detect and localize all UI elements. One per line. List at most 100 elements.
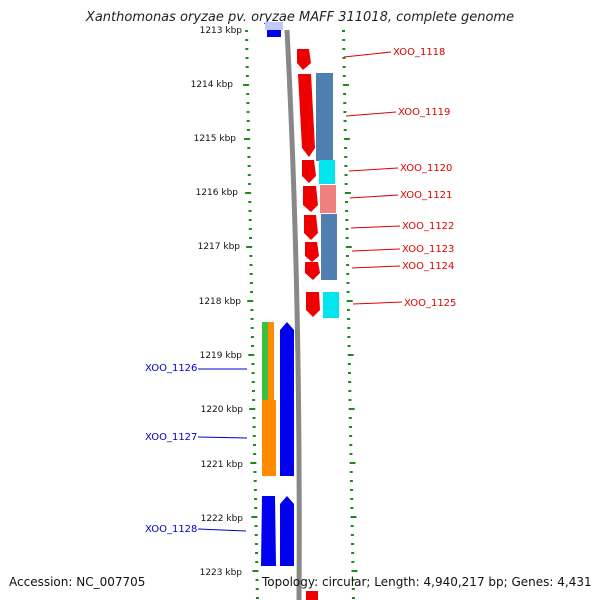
tick-mark <box>346 273 350 275</box>
tick-mark <box>345 219 349 221</box>
genome-backbone <box>284 29 302 600</box>
tick-mark <box>342 75 346 77</box>
gene-label-xoo-1124[interactable]: XOO_1124 <box>402 261 454 272</box>
tick-mark <box>251 381 255 383</box>
tick-mark <box>245 30 248 32</box>
tick-mark <box>254 507 258 509</box>
tick-mark <box>345 210 349 212</box>
left-gene-labels: XOO_1126 XOO_1127 XOO_1128 <box>145 363 248 535</box>
tick-mark <box>245 66 249 68</box>
tick-mark <box>342 39 346 41</box>
tick-mark <box>254 534 258 536</box>
tick-mark <box>344 183 348 185</box>
gene-blue-upper[interactable] <box>280 322 294 476</box>
tick-mark <box>254 543 258 545</box>
tick-mark <box>350 507 354 509</box>
tick-mark <box>350 525 354 527</box>
tick-mark <box>247 147 251 149</box>
tick-mark <box>245 48 249 50</box>
gene-label-xoo-1127[interactable]: XOO_1127 <box>145 432 197 443</box>
tick-mark <box>347 318 351 320</box>
gene-blue-lower-right[interactable] <box>280 496 294 566</box>
tick-mark <box>344 192 351 194</box>
gene-green-segment <box>262 322 269 400</box>
tick-mark <box>349 480 353 482</box>
gene-xoo-1119[interactable] <box>298 74 315 157</box>
genome-info-text: Topology: circular; Length: 4,940,217 bp… <box>262 575 592 589</box>
tick-mark <box>246 129 250 131</box>
tick-mark <box>348 399 352 401</box>
tick-mark <box>345 228 349 230</box>
tick-mark <box>348 390 352 392</box>
gene-orange-segment <box>268 322 274 400</box>
tick-mark <box>350 516 357 518</box>
tick-mark <box>248 210 252 212</box>
tick-mark <box>252 399 256 401</box>
tick-mark <box>348 417 352 419</box>
gene-xoo-1121[interactable] <box>303 186 318 212</box>
tick-mark <box>343 120 347 122</box>
tick-mark <box>247 300 254 302</box>
tick-mark <box>345 255 349 257</box>
gene-label-xoo-1121[interactable]: XOO_1121 <box>400 190 452 201</box>
tick-mark <box>351 543 354 545</box>
gene-label-xoo-1120[interactable]: XOO_1120 <box>400 163 452 174</box>
tick-mark <box>342 66 346 68</box>
gene-xoo-1124[interactable] <box>305 262 320 280</box>
tick-mark <box>248 201 252 203</box>
tick-mark <box>342 57 346 59</box>
tick-mark <box>347 363 351 365</box>
tick-mark <box>343 111 347 113</box>
gene-label-xoo-1122[interactable]: XOO_1122 <box>402 221 454 232</box>
tick-mark <box>248 237 252 239</box>
gene-red-bottom <box>306 591 318 600</box>
gene-label-xoo-1126[interactable]: XOO_1126 <box>145 363 197 374</box>
tick-mark <box>244 138 251 140</box>
tick-mark <box>345 246 352 248</box>
tick-mark <box>345 237 349 239</box>
scale-label: 1213 kbp <box>200 26 243 36</box>
tick-mark <box>253 480 257 482</box>
tick-mark <box>344 165 348 167</box>
tick-mark <box>342 48 346 50</box>
tick-mark <box>251 516 258 518</box>
tick-mark <box>346 291 350 293</box>
gene-label-xoo-1119[interactable]: XOO_1119 <box>398 107 450 118</box>
tick-mark <box>344 156 348 158</box>
gene-label-xoo-1118[interactable]: XOO_1118 <box>393 47 445 58</box>
tick-mark <box>344 147 348 149</box>
gene-label-xoo-1125[interactable]: XOO_1125 <box>404 298 456 309</box>
gene-xoo-1123[interactable] <box>305 242 319 262</box>
left-tick-track <box>243 30 259 599</box>
tick-mark <box>343 138 350 140</box>
tick-mark <box>245 192 252 194</box>
gene-xoo-1122[interactable] <box>304 215 318 240</box>
tick-mark <box>249 255 253 257</box>
scale-label: 1223 kbp <box>200 568 243 578</box>
figure-title: Xanthomonas oryzae pv. oryzae MAFF 31101… <box>85 10 515 25</box>
tick-mark <box>254 498 258 500</box>
tick-mark <box>348 381 352 383</box>
tick-mark <box>343 93 347 95</box>
scale-label: 1216 kbp <box>196 188 239 198</box>
tick-mark <box>251 363 255 365</box>
gene-blue-lower-left[interactable] <box>261 496 276 566</box>
gene-label-xoo-1128[interactable]: XOO_1128 <box>145 524 197 535</box>
tick-mark <box>348 372 351 374</box>
gene-xoo-1125[interactable] <box>306 292 320 317</box>
tick-mark <box>253 471 257 473</box>
gene-label-xoo-1123[interactable]: XOO_1123 <box>402 244 454 255</box>
tick-mark <box>346 309 350 311</box>
tick-mark <box>246 246 253 248</box>
scale-label: 1220 kbp <box>201 405 244 415</box>
tick-mark <box>351 552 355 554</box>
gene-xoo-1118[interactable] <box>297 49 311 70</box>
top-blue-gene-faded <box>265 22 283 30</box>
tick-mark <box>348 426 352 428</box>
tick-mark <box>252 444 256 446</box>
tick-mark <box>347 336 351 338</box>
band-pink-1121 <box>320 185 336 213</box>
tick-mark <box>245 75 249 77</box>
scale-label: 1215 kbp <box>194 134 237 144</box>
gene-xoo-1120[interactable] <box>302 160 316 183</box>
